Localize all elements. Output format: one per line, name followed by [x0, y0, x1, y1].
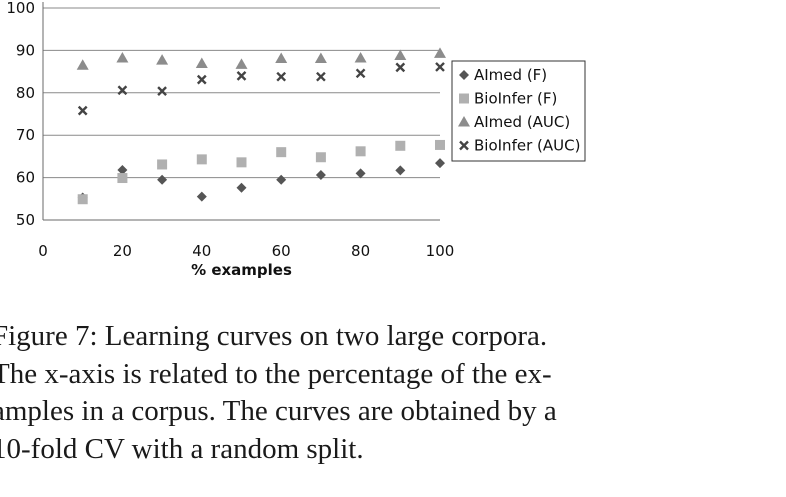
data-point-x: [355, 68, 366, 79]
data-point-square: [315, 152, 326, 163]
chart-tick-labels: 50 60 70 80 90 100 0 20 40 60 80 100: [6, 0, 454, 260]
data-point-square: [355, 146, 366, 157]
legend-label: BioInfer (F): [474, 90, 557, 108]
data-point-triangle: [314, 52, 327, 63]
data-point-triangle: [275, 52, 288, 63]
x-axis-title: % examples: [191, 261, 292, 279]
x-tick-label: 60: [272, 242, 291, 260]
legend-label: BioInfer (AUC): [474, 137, 580, 155]
legend-marker-diamond: [459, 70, 469, 80]
series-diamond: [77, 158, 445, 203]
data-point-x: [77, 105, 88, 116]
legend-marker-triangle: [458, 116, 470, 127]
caption-line: 10-fold CV with a random split.: [0, 432, 364, 465]
legend-marker-x: [459, 140, 469, 151]
data-point-x: [435, 62, 445, 72]
x-tick-label: 0: [38, 242, 48, 260]
data-point-x: [236, 70, 247, 81]
data-point-square: [395, 140, 406, 151]
data-point-diamond: [236, 182, 247, 193]
data-point-x: [316, 71, 326, 82]
data-point-diamond: [355, 168, 366, 179]
data-point-square: [236, 157, 247, 168]
data-point-square: [117, 173, 128, 184]
legend-item: AImed (F): [459, 66, 547, 84]
data-point-diamond: [117, 164, 128, 175]
data-point-x: [196, 74, 207, 85]
y-tick-label: 100: [6, 0, 35, 17]
y-tick-label: 50: [16, 211, 35, 229]
chart-axes: [42, 2, 440, 221]
series-x: [77, 62, 445, 116]
legend-box: [451, 60, 586, 162]
data-point-diamond: [395, 165, 406, 176]
data-point-square: [276, 147, 287, 158]
data-point-x: [276, 71, 287, 82]
legend-label: AImed (AUC): [474, 113, 570, 131]
data-point-triangle: [394, 49, 407, 60]
data-point-triangle: [235, 58, 248, 69]
caption-line: Figure 7: Learning curves on two large c…: [0, 320, 548, 352]
data-point-diamond: [315, 170, 326, 181]
data-point-square: [77, 194, 88, 205]
data-point-square: [157, 159, 168, 170]
y-tick-label: 60: [16, 169, 35, 187]
legend-label: AImed (F): [474, 66, 547, 84]
series-square: [77, 139, 445, 205]
data-point-x: [395, 62, 406, 73]
y-tick-label: 70: [16, 126, 35, 144]
data-point-square: [435, 139, 445, 150]
legend-item: BioInfer (AUC): [459, 137, 580, 155]
data-point-triangle: [76, 59, 89, 70]
chart-gridlines: [43, 7, 440, 179]
y-tick-label: 80: [16, 84, 35, 102]
legend-item: AImed (AUC): [458, 113, 570, 131]
x-tick-label: 100: [426, 242, 455, 260]
legend-marker-square: [459, 93, 469, 104]
chart-legend: AImed (F) BioInfer (F) AImed (AUC) BioInfer…: [451, 60, 586, 162]
learning-curves-chart: 50 60 70 80 90 100 0 20 40 60 80 100 % examples AIm…: [6, 0, 586, 279]
data-point-diamond: [196, 191, 207, 202]
data-point-triangle: [195, 57, 208, 69]
data-point-triangle: [116, 52, 129, 63]
data-point-x: [157, 86, 167, 96]
figure-caption: Figure 7: Learning curves on two large c…: [0, 318, 602, 468]
data-point-square: [196, 154, 207, 165]
data-point-diamond: [157, 174, 168, 185]
chart-data-points: [76, 47, 446, 205]
data-point-diamond: [435, 158, 445, 169]
series-triangle: [76, 47, 446, 70]
data-point-triangle: [354, 52, 367, 63]
legend-item: BioInfer (F): [459, 90, 557, 108]
data-point-triangle: [434, 47, 446, 58]
caption-line: The x-axis is related to the percentage …: [0, 357, 552, 390]
y-tick-label: 90: [16, 41, 35, 59]
caption-line: amples in a corpus. The curves are obtai…: [0, 395, 557, 427]
data-point-diamond: [276, 174, 287, 185]
x-tick-label: 40: [192, 242, 211, 260]
x-tick-label: 80: [351, 242, 370, 260]
x-tick-label: 20: [113, 242, 132, 260]
data-point-triangle: [156, 54, 169, 65]
data-point-x: [117, 85, 128, 96]
